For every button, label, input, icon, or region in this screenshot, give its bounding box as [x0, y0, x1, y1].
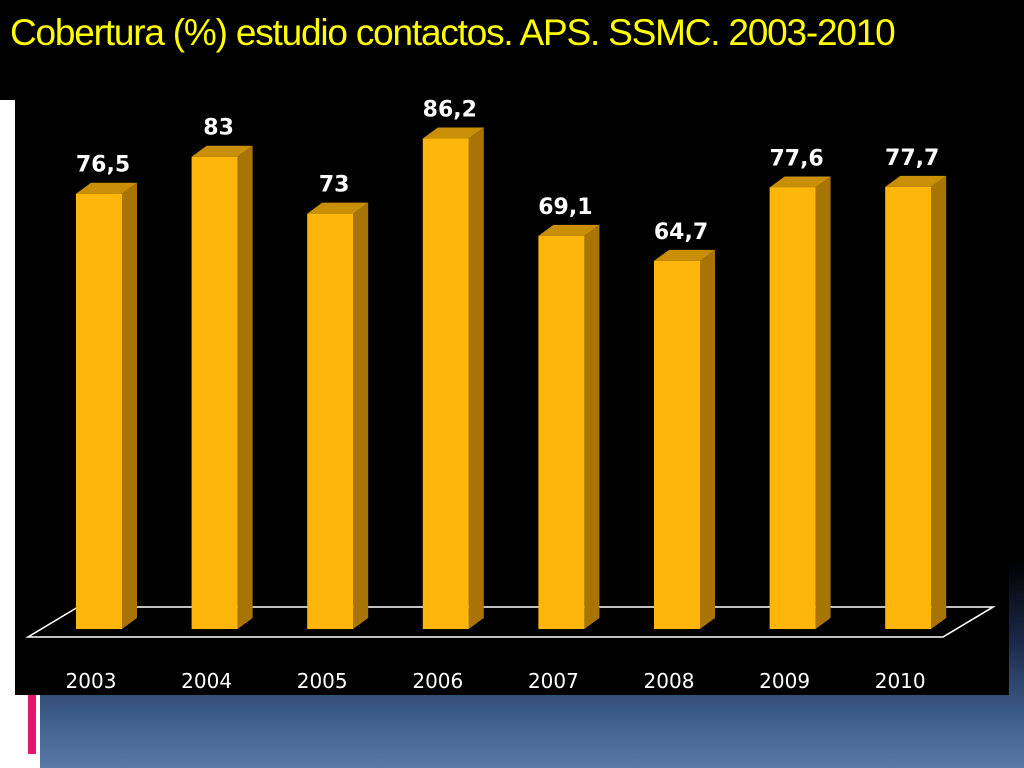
category-label-2005: 2005: [297, 669, 348, 693]
bar-top: [885, 175, 947, 187]
bar-2009: [769, 176, 831, 629]
value-label-2009: 77,6: [769, 146, 823, 171]
bar-front: [307, 213, 354, 629]
category-label-2010: 2010: [875, 669, 926, 693]
value-label-2003: 76,5: [76, 153, 130, 178]
value-label-2004: 83: [203, 116, 234, 141]
category-label-2003: 2003: [66, 669, 117, 693]
value-label-2010: 77,7: [885, 146, 939, 171]
slide-title: Cobertura (%) estudio contactos. APS. SS…: [10, 12, 896, 53]
bar-2003: [76, 182, 137, 629]
bar-top: [769, 176, 831, 188]
bar-side: [815, 176, 831, 629]
bar-side: [468, 127, 484, 629]
bar-side: [353, 202, 369, 629]
bar-2004: [191, 145, 253, 630]
bar-side: [237, 145, 253, 630]
bar-top: [191, 145, 253, 157]
bar-2005: [307, 202, 369, 629]
category-label-2009: 2009: [759, 669, 810, 693]
bar-top: [307, 202, 369, 214]
bar-front: [76, 193, 122, 629]
bar-top: [654, 249, 715, 261]
bar-2008: [654, 249, 715, 629]
bar-front: [769, 187, 816, 629]
bar-top: [422, 127, 484, 139]
bar-top: [538, 224, 600, 236]
bar-front: [538, 235, 585, 630]
bar-chart: 76,5 2003 83 2004 73 2005 86,2 2006 69,1 2007 64,7…: [25, 98, 996, 693]
bar-side: [122, 182, 137, 629]
category-label-2007: 2007: [528, 669, 579, 693]
bar-front: [191, 156, 238, 629]
value-label-2008: 64,7: [654, 220, 708, 245]
bar-2010: [885, 175, 947, 629]
chart-floor: [25, 606, 996, 638]
bar-front: [422, 138, 469, 629]
category-label-2004: 2004: [181, 669, 232, 693]
pink-accent-bar: [28, 694, 36, 754]
bar-2006: [422, 127, 484, 629]
bar-2007: [538, 224, 600, 630]
bar-side: [584, 224, 600, 630]
bar-front: [654, 260, 700, 629]
bar-side: [931, 175, 947, 629]
bar-side: [700, 249, 715, 629]
value-label-2005: 73: [319, 173, 350, 198]
value-label-2007: 69,1: [538, 195, 592, 220]
category-label-2006: 2006: [412, 669, 463, 693]
bar-front: [885, 186, 932, 629]
value-label-2006: 86,2: [423, 98, 477, 123]
bar-top: [76, 182, 137, 194]
category-label-2008: 2008: [644, 669, 695, 693]
chart-panel: 76,5 2003 83 2004 73 2005 86,2 2006 69,1 2007 64,7…: [15, 90, 1009, 695]
